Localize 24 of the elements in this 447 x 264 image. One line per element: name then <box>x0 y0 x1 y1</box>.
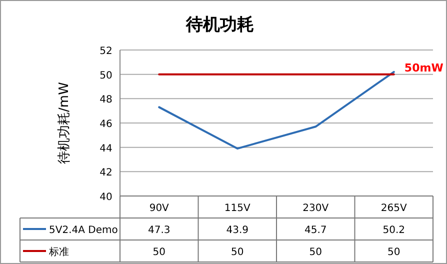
title: 待机功耗 <box>186 15 254 35</box>
data-label: 47.3 <box>148 225 170 236</box>
x-tick-label: 265V <box>380 203 407 214</box>
data-label: 50.2 <box>382 225 406 236</box>
x-tick-label: 90V <box>149 203 170 214</box>
legend-label: 标准 <box>48 246 69 258</box>
legend-label: 5V2.4A Demo <box>49 225 118 236</box>
y-tick-label: 40 <box>100 192 112 203</box>
y-tick-label: 44 <box>100 143 112 154</box>
y-axis-title: 待机功耗/mW <box>57 82 72 164</box>
data-label: 50 <box>152 247 166 258</box>
data-label: 50 <box>309 247 322 258</box>
data-label: 50 <box>388 247 400 258</box>
y-tick-label: 42 <box>100 168 112 179</box>
data-label: 45.7 <box>304 225 327 236</box>
data-label: 50 <box>231 247 244 258</box>
y-tick-label: 52 <box>100 46 112 57</box>
x-tick-label: 115V <box>224 203 250 214</box>
y-tick-label: 46 <box>100 119 112 130</box>
data-label: 43.9 <box>226 225 249 236</box>
y-tick-label: 50 <box>100 70 112 82</box>
y-tick-label: 48 <box>100 94 112 106</box>
x-tick-label: 230V <box>302 203 329 214</box>
annotation: 50mW <box>404 61 444 74</box>
